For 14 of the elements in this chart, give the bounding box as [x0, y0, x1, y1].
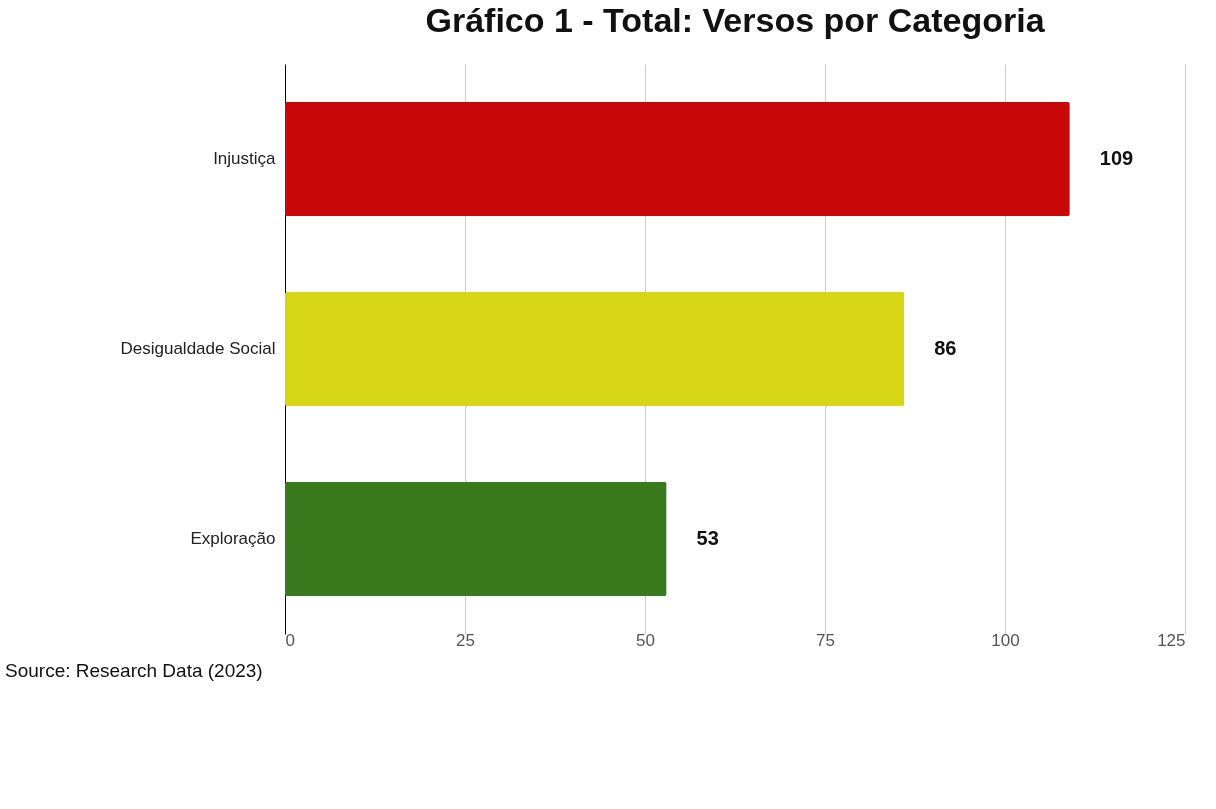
y-tick-label: Desigualdade Social [120, 339, 276, 358]
x-tick-label: 50 [636, 630, 655, 650]
x-tick-label: 25 [456, 630, 475, 650]
chart-title: Gráfico 1 - Total: Versos por Categoria [425, 1, 1046, 39]
data-label: 109 [1099, 147, 1134, 169]
data-label: 86 [934, 337, 957, 359]
source-note: Source: Research Data (2023) [5, 660, 263, 681]
x-tick-label: 100 [991, 630, 1020, 650]
x-tick-label: 125 [1157, 630, 1186, 650]
y-tick-label: Injustiça [213, 149, 277, 168]
data-label: 53 [696, 527, 719, 549]
x-tick-label: 0 [285, 630, 295, 650]
y-tick-label: Exploração [190, 529, 276, 548]
x-tick-label: 75 [816, 630, 835, 650]
